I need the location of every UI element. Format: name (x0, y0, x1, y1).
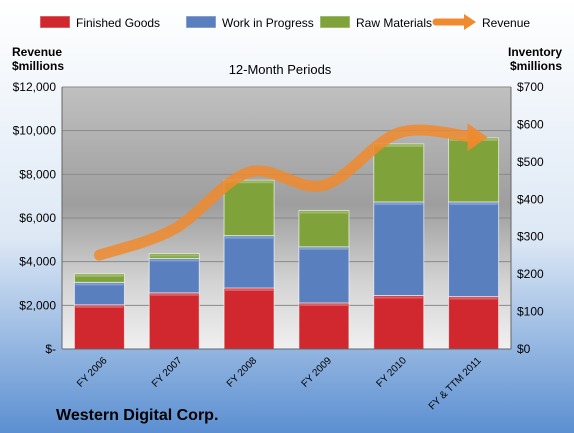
bar-highlight (150, 254, 199, 257)
bar-segment (148, 253, 200, 259)
legend-label: Revenue (482, 16, 530, 30)
right-axis-title-line2: $millions (510, 59, 562, 73)
left-tick-label: $2,000 (19, 298, 56, 312)
right-tick-label: $400 (517, 192, 544, 206)
left-tick-label: $6,000 (19, 211, 56, 225)
legend-label: Work in Progress (222, 16, 314, 30)
bar-segment (148, 292, 200, 350)
bar-highlight (374, 202, 423, 205)
left-tick-label: $8,000 (19, 167, 56, 181)
right-tick-label: $200 (517, 267, 544, 281)
company-name: Western Digital Corp. (56, 407, 218, 424)
left-axis-title-line1: Revenue (12, 45, 62, 59)
bar-highlight (150, 259, 199, 262)
bar-highlight (225, 236, 274, 239)
right-axis-title-line1: Inventory (508, 45, 562, 59)
legend-swatch (319, 15, 351, 29)
left-tick-label: $12,000 (13, 80, 57, 94)
bar-segment (298, 210, 350, 248)
revenue-line (93, 124, 480, 261)
bar-segment (73, 281, 125, 306)
right-tick-label: $700 (517, 80, 544, 94)
left-tick-label: $4,000 (19, 255, 56, 269)
legend-swatch (185, 15, 217, 29)
legend-arrowhead (464, 14, 476, 30)
bar-highlight (225, 181, 274, 184)
bar-segment (373, 201, 425, 296)
bar-highlight (75, 274, 124, 277)
bar-segment (148, 257, 200, 294)
left-axis-title-line2: $millions (12, 59, 64, 73)
right-tick-label: $0 (517, 342, 531, 356)
bar-segment (298, 302, 350, 350)
legend-swatch (39, 15, 71, 29)
left-tick-label: $10,000 (13, 124, 57, 138)
left-tick-label: $- (45, 342, 56, 356)
revenue-arrowhead (467, 123, 488, 152)
bar-highlight (374, 296, 423, 299)
bar-segment (73, 273, 125, 283)
bar-highlight (75, 283, 124, 286)
bar-highlight (150, 293, 199, 296)
bar-highlight (299, 303, 348, 306)
bar-segment (73, 304, 125, 350)
bar-segment (223, 179, 275, 237)
bar-highlight (225, 288, 274, 291)
bars-layer (73, 137, 500, 350)
legend-label: Raw Materials (356, 16, 432, 30)
bar-segment (223, 287, 275, 350)
bar-highlight (449, 202, 498, 205)
bar-segment (448, 201, 500, 298)
bar-segment (448, 296, 500, 350)
right-tick-label: $100 (517, 305, 544, 319)
bar-highlight (374, 144, 423, 147)
bar-highlight (75, 305, 124, 308)
bar-segment (298, 246, 350, 304)
bar-highlight (299, 211, 348, 214)
bar-highlight (299, 247, 348, 250)
right-tick-label: $600 (517, 117, 544, 131)
right-tick-label: $300 (517, 230, 544, 244)
bar-highlight (449, 297, 498, 300)
legend: Finished Goods Work in Progress Raw Materi… (39, 14, 530, 30)
chart-subtitle: 12-Month Periods (229, 62, 332, 77)
right-tick-label: $500 (517, 155, 544, 169)
bar-segment (373, 294, 425, 350)
bar-segment (448, 137, 500, 203)
legend-label: Finished Goods (76, 16, 160, 30)
revenue-line-layer (93, 123, 488, 261)
bar-segment (223, 235, 275, 289)
bar-segment (373, 143, 425, 203)
